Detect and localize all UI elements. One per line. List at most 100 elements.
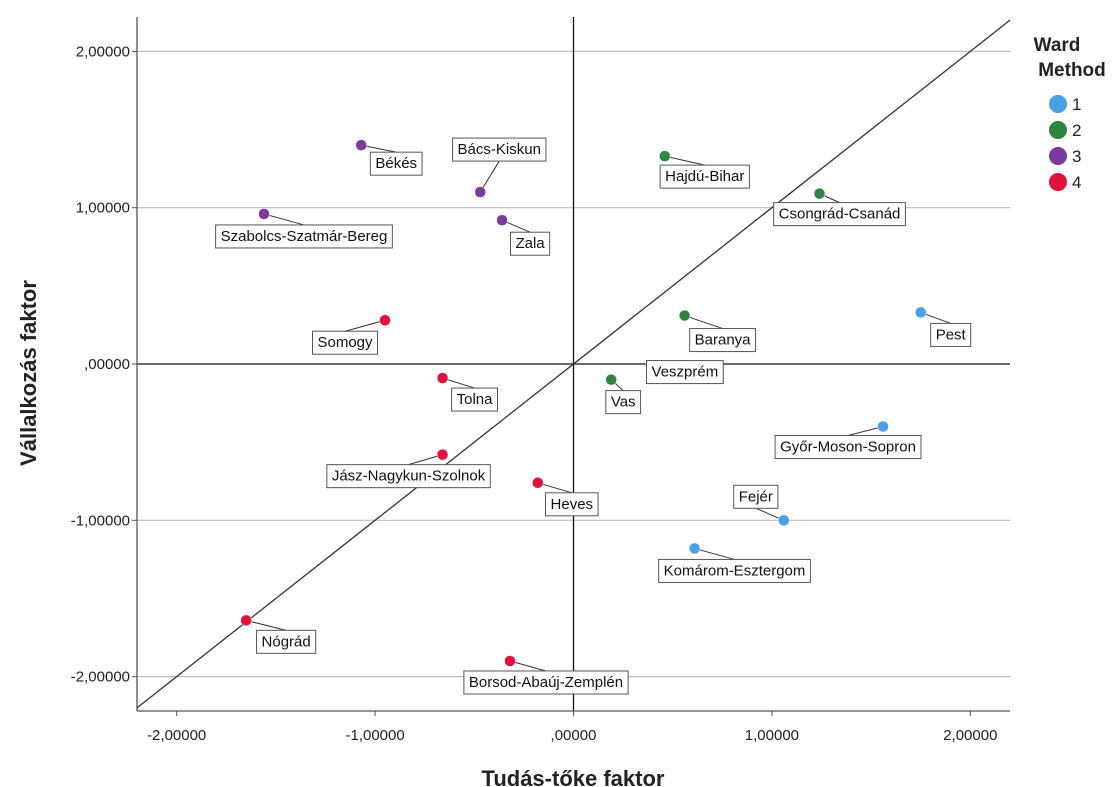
label-leader-line — [847, 426, 884, 437]
legend-swatch — [1049, 173, 1067, 191]
data-label-box: Nógrád — [256, 629, 317, 654]
legend-swatch — [1049, 147, 1067, 165]
data-label-text: Bács-Kiskun — [458, 141, 541, 158]
data-label-frame — [463, 670, 629, 695]
legend-swatch — [1049, 121, 1067, 139]
legend-label: 2 — [1072, 121, 1081, 140]
label-leader-line — [344, 319, 386, 332]
data-point — [496, 214, 508, 226]
label-leader-line — [479, 160, 500, 193]
x-tick-label: -2,00000 — [147, 727, 206, 744]
data-label-text: Borsod-Abaúj-Zemplén — [469, 674, 623, 691]
data-label-box: Pest — [930, 322, 972, 347]
data-point — [778, 514, 790, 527]
data-label-box: Csongrád-Csanád — [773, 202, 906, 227]
data-label-frame — [215, 224, 393, 249]
data-label-text: Nógrád — [262, 633, 311, 650]
legend-title-line1: Ward — [1034, 35, 1081, 56]
label-leader-line — [537, 482, 572, 494]
x-tick-label: 1,00000 — [745, 727, 799, 744]
data-label-box: Szabolcs-Szatmár-Bereg — [215, 224, 393, 249]
data-label-frame — [451, 387, 498, 412]
data-label-text: Csongrád-Csanád — [779, 206, 901, 223]
x-tick-label: 2,00000 — [943, 727, 997, 744]
data-point — [688, 542, 701, 555]
data-point — [914, 306, 927, 319]
data-label-frame — [545, 492, 599, 517]
data-label-text: Zala — [515, 235, 545, 252]
legend-label: 4 — [1072, 173, 1081, 192]
data-label-text: Veszprém — [652, 364, 719, 381]
data-label-box: Komárom-Esztergom — [658, 558, 811, 583]
data-label-frame — [658, 558, 811, 583]
data-label-frame — [605, 390, 642, 415]
reference-line-diagonal — [136, 19, 1011, 709]
data-point — [474, 186, 486, 198]
data-label-box: Bács-Kiskun — [452, 137, 547, 162]
data-point — [436, 372, 449, 384]
data-label-frame — [326, 464, 491, 489]
data-label-box: Baranya — [689, 328, 757, 353]
data-label-box: Borsod-Abaúj-Zemplén — [463, 670, 629, 695]
data-point — [659, 150, 671, 162]
data-point — [504, 655, 516, 667]
x-axis-title: Tudás-tőke faktor — [482, 766, 665, 787]
data-label-text: Somogy — [317, 334, 373, 351]
y-axis-title: Vállalkozás faktor — [16, 280, 41, 466]
data-label-frame — [930, 322, 972, 347]
tick-labels: -2,00000 -1,00000 ,00000 1,00000 2,00000 -2,0… — [71, 43, 998, 744]
y-tick-label: -2,00000 — [71, 669, 130, 686]
data-label-frame — [452, 137, 547, 162]
data-label-text: Baranya — [695, 332, 752, 349]
data-label-text: Tolna — [457, 391, 494, 408]
data-point — [240, 614, 252, 627]
data-label-frame — [659, 164, 750, 189]
y-tick-label: 1,00000 — [76, 200, 130, 217]
data-label-frame — [509, 231, 551, 256]
data-label-box: Somogy — [311, 330, 379, 355]
data-label-box: Békés — [369, 151, 423, 176]
data-label-frame — [773, 202, 906, 227]
legend-swatch — [1049, 95, 1067, 113]
data-point — [355, 139, 367, 151]
data-label-frame — [733, 484, 779, 509]
data-label-box: Zala — [509, 231, 551, 256]
data-label-text: Fejér — [739, 488, 773, 505]
data-label-text: Szabolcs-Szatmár-Bereg — [221, 228, 388, 245]
data-point — [436, 448, 449, 461]
axes — [132, 17, 1010, 716]
data-labels: Pest Győr-Moson-Sopron Fejér Komárom-Eszter… — [215, 137, 972, 695]
label-leader-line — [509, 660, 547, 672]
legend: Ward Method 1 2 3 4 — [1034, 35, 1106, 192]
data-label-box: Hajdú-Bihar — [659, 164, 750, 189]
data-point — [532, 477, 544, 489]
data-label-text: Heves — [551, 496, 594, 513]
legend-label: 1 — [1072, 95, 1081, 114]
legend-label: 3 — [1072, 147, 1081, 166]
data-label-box: Veszprém — [646, 360, 724, 385]
data-label-frame — [369, 151, 423, 176]
data-label-frame — [311, 330, 379, 355]
reference-lines — [136, 17, 1011, 711]
data-label-frame — [646, 360, 724, 385]
data-point — [678, 309, 691, 322]
label-leader-line — [263, 213, 305, 226]
y-tick-label: 2,00000 — [76, 43, 130, 60]
data-label-text: Békés — [375, 155, 417, 172]
label-leader-line — [694, 547, 735, 560]
legend-title-line2: Method — [1038, 60, 1106, 81]
data-label-frame — [689, 328, 757, 353]
label-leader-line — [408, 454, 443, 466]
data-label-text: Vas — [611, 394, 636, 411]
label-leader-line — [246, 619, 287, 631]
data-point — [379, 314, 391, 326]
data-point — [605, 373, 617, 386]
data-point — [877, 420, 889, 433]
data-label-box: Heves — [545, 492, 599, 517]
data-label-box: Vas — [605, 390, 642, 415]
y-tick-label: -1,00000 — [71, 512, 130, 529]
data-point — [258, 208, 270, 220]
data-label-box: Győr-Moson-Sopron — [774, 435, 922, 460]
x-tick-label: ,00000 — [551, 727, 597, 744]
